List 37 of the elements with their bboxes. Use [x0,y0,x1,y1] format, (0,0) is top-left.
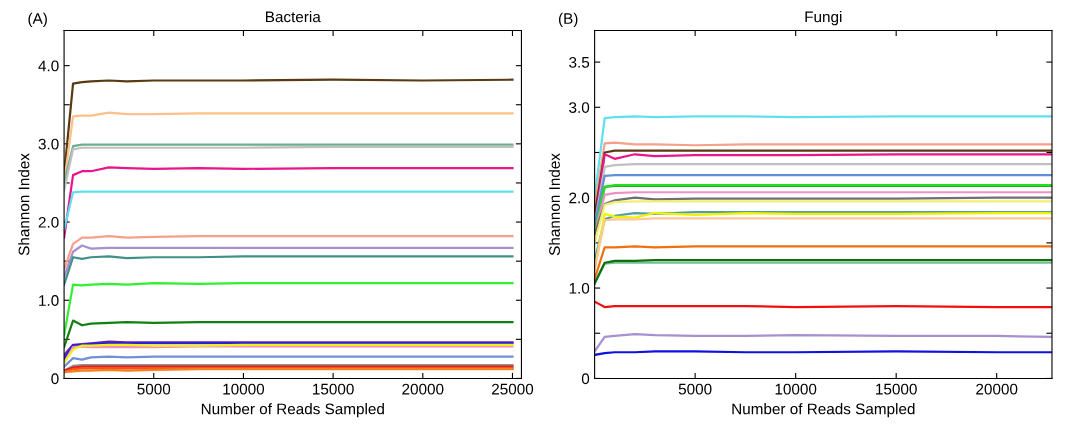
y-tick-label: 1.0 [39,295,59,306]
y-tick-label: 3.0 [569,102,590,113]
chart-title: Bacteria [265,11,321,23]
y-tick-label: 2.0 [38,216,59,228]
y-tick-label: 1.0 [569,282,590,294]
y-tick-label: 3.5 [569,56,590,68]
x-tick-label: 20000 [976,383,1018,395]
x-axis-title: Number of Reads Sampled [201,403,384,418]
line-series [64,319,514,349]
x-tick-label: 5000 [678,383,712,395]
line-series [64,281,514,337]
y-tick-label: 3.0 [38,138,59,150]
y-tick-label: 2.0 [569,192,590,204]
x-tick-label: 10000 [775,383,817,395]
x-tick-label: 15000 [313,383,354,395]
text: (B) [558,12,578,27]
line-series [64,235,514,271]
line-series [64,145,514,192]
y-tick-label: 0 [581,373,590,385]
chart-title: Fungi [805,11,842,26]
text: (A) [28,12,47,27]
line-series [594,333,1052,353]
y-axis-title: Shannon Index [548,153,560,256]
line-series [64,340,514,357]
line-series [594,200,1052,244]
x-tick-label: 20000 [402,383,444,395]
x-tick-label: 5000 [137,383,171,395]
x-axis-title: Number of Reads Sampled [732,403,915,418]
y-tick-label: 0 [51,373,59,385]
line-series [64,355,514,368]
y-axis-title: Shannon Index [18,153,30,256]
x-tick-label: 25000 [492,383,534,395]
line-series [64,244,514,278]
y-tick-label: 4.0 [38,60,59,72]
line-series [64,255,514,286]
x-tick-label: 15000 [876,383,917,395]
x-tick-label: 10000 [223,383,265,395]
